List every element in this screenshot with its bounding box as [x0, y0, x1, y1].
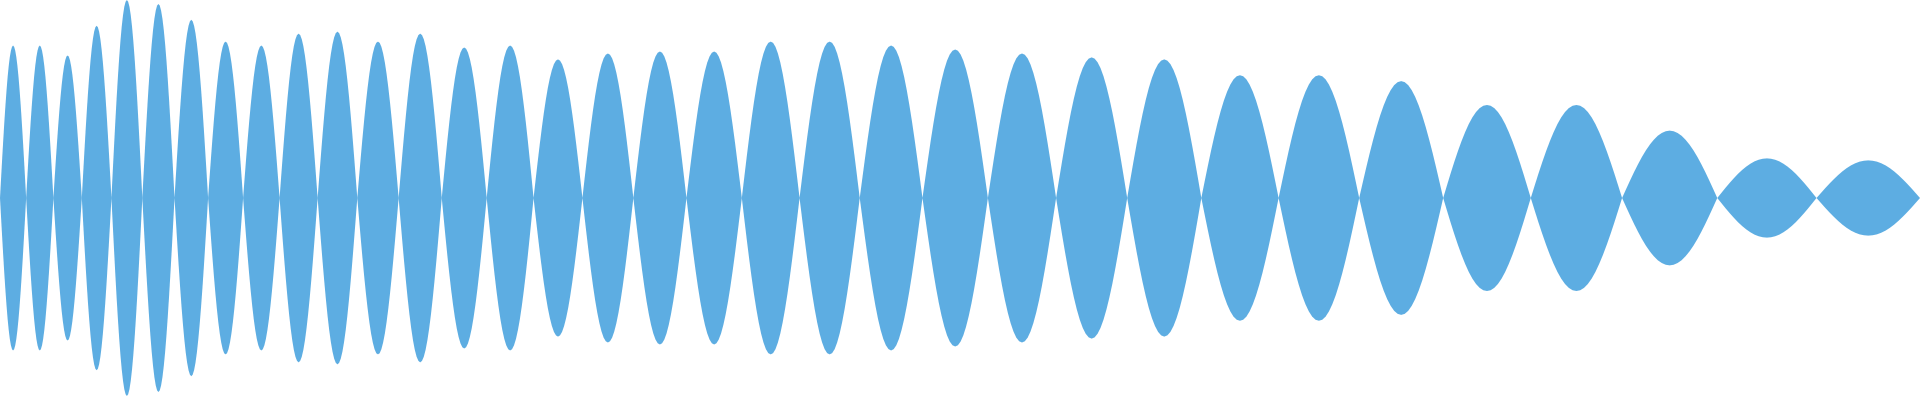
waveform-lobe	[1359, 81, 1444, 315]
waveform-lobe	[1201, 75, 1279, 321]
waveform-lobe	[633, 51, 687, 345]
waveform-lobe	[486, 45, 534, 351]
waveform-lobe	[0, 45, 27, 351]
waveform-lobe	[987, 53, 1057, 343]
waveform-lobe	[53, 55, 82, 341]
waveform-lobe	[26, 45, 54, 351]
waveform-lobe	[1443, 104, 1531, 292]
waveform-lobe	[398, 33, 442, 363]
waveform-lobe	[174, 19, 209, 377]
waveform-lobe	[243, 45, 280, 351]
waveform-lobe	[922, 49, 988, 347]
waveform-lobe	[859, 45, 923, 351]
waveform-lobe	[1127, 59, 1202, 337]
waveform-lobe	[111, 0, 143, 396]
waveform-lobe	[279, 33, 318, 363]
waveform-lobe	[582, 53, 634, 343]
waveform-lobe	[1622, 130, 1718, 266]
waveform-lobe	[81, 25, 112, 371]
waveform-lobe	[1056, 57, 1128, 339]
waveform-lobe	[1717, 158, 1817, 238]
waveform-lobe	[741, 41, 800, 355]
waveform-lobe	[1816, 160, 1920, 236]
waveform-lobe	[1278, 75, 1360, 321]
waveform-lobe	[533, 59, 583, 337]
waveform-lobe	[208, 41, 244, 355]
waveform-lobe	[799, 41, 860, 355]
waveform-lobe	[317, 31, 358, 365]
waveform-lobe	[1530, 104, 1623, 292]
waveform-lobe	[441, 47, 487, 349]
waveform-lobe	[142, 3, 175, 393]
waveform-lobe	[357, 41, 399, 355]
waveform-lobe	[686, 51, 742, 345]
